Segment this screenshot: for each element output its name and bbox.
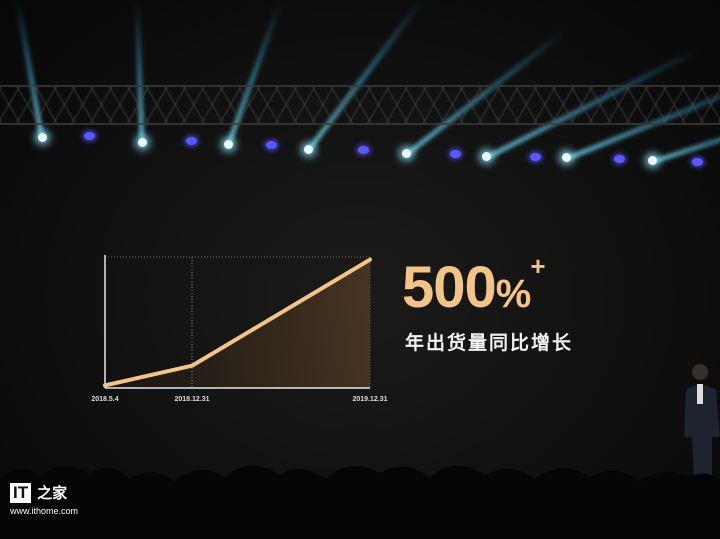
watermark-logo-chinese: 之家 [37,485,68,502]
shipment-growth-chart: 2018.5.4 2018.12.31 2019.12.31 [91,255,388,403]
led-light [84,132,95,140]
headline-subtitle: 年出货量同比增长 [405,332,574,354]
x-tick-label: 2018.12.31 [174,396,209,403]
led-light [186,137,197,145]
spotlight-lamp [482,152,491,161]
spotlight-lamp [224,140,233,149]
spotlight-lamp [562,153,571,162]
spotlight-lamp [304,145,313,154]
led-light [358,146,369,154]
spotlight-lamp [138,138,147,147]
watermark-logo-it: IT [10,482,32,503]
x-tick-label: 2018.5.4 [91,396,118,403]
led-light [450,150,461,158]
watermark-url: www.ithome.com [10,506,79,516]
light-beam [226,4,282,147]
lighting-truss [0,85,720,125]
spotlight-lamp [402,149,411,158]
chart-area-fill [105,259,370,388]
x-tick-label: 2019.12.31 [352,396,387,403]
ithome-watermark: IT 之家 www.ithome.com [10,482,78,516]
headline-number: 500 [402,255,497,320]
growth-headline: 500%+ [402,250,546,321]
headline-percent: % [495,272,532,316]
spotlight-lamp [648,156,657,165]
led-light [692,158,703,166]
headline-plus: + [530,250,545,281]
led-light [266,141,277,149]
led-light [530,153,541,161]
led-light [614,155,625,163]
light-beam [306,0,424,153]
spotlight-lamp [38,133,47,142]
audience-silhouettes [0,465,720,539]
speaker-silhouette [684,364,720,480]
